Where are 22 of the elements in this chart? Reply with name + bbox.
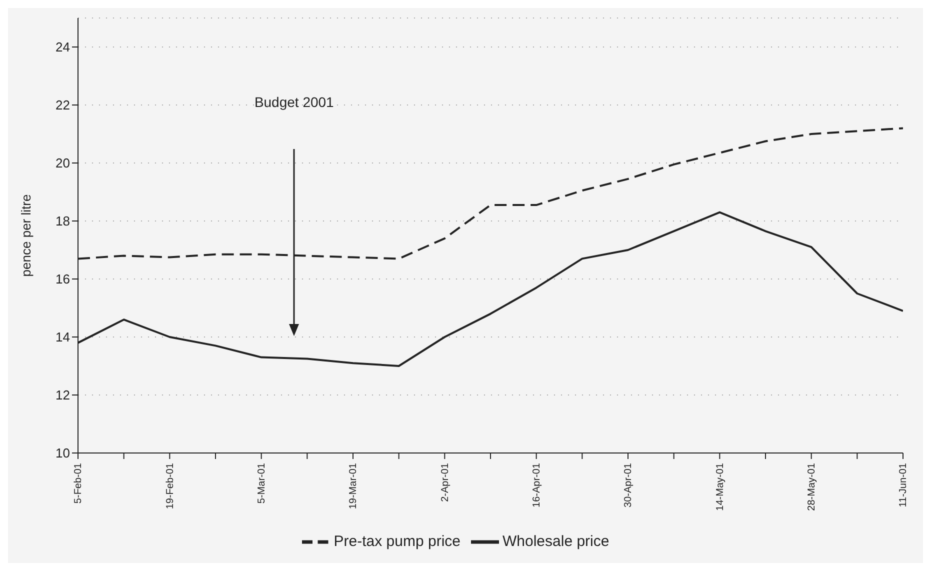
- x-tick-label: 5-Mar-01: [256, 462, 268, 504]
- x-tick-label: 28-May-01: [806, 462, 818, 511]
- y-tick-label: 24: [56, 40, 70, 55]
- y-tick-label: 10: [56, 446, 70, 461]
- x-tick-label: 19-Mar-01: [348, 462, 360, 510]
- x-tick-label: 2-Apr-01: [440, 462, 451, 502]
- y-tick-label: 22: [56, 98, 70, 113]
- x-tick-label: 16-Apr-01: [531, 462, 542, 508]
- x-tick-label: 19-Feb-01: [164, 462, 176, 510]
- y-tick-label: 20: [56, 156, 70, 171]
- y-tick-label: 14: [56, 330, 70, 345]
- legend-label: Pre-tax pump price: [334, 532, 460, 550]
- legend-label: Wholesale price: [502, 532, 610, 550]
- x-tick-label: 5-Feb-01: [73, 462, 84, 504]
- x-tick-label: 30-Apr-01: [623, 462, 634, 508]
- y-tick-label: 18: [56, 214, 70, 229]
- x-tick-label: 11-Jun-01: [898, 462, 910, 508]
- y-tick-label: 16: [56, 272, 70, 287]
- annotation: Budget 2001: [253, 94, 335, 110]
- y-axis-title: pence per litre: [18, 194, 34, 277]
- y-tick-label: 12: [56, 388, 70, 403]
- x-tick-label: 14-May-01: [714, 462, 726, 511]
